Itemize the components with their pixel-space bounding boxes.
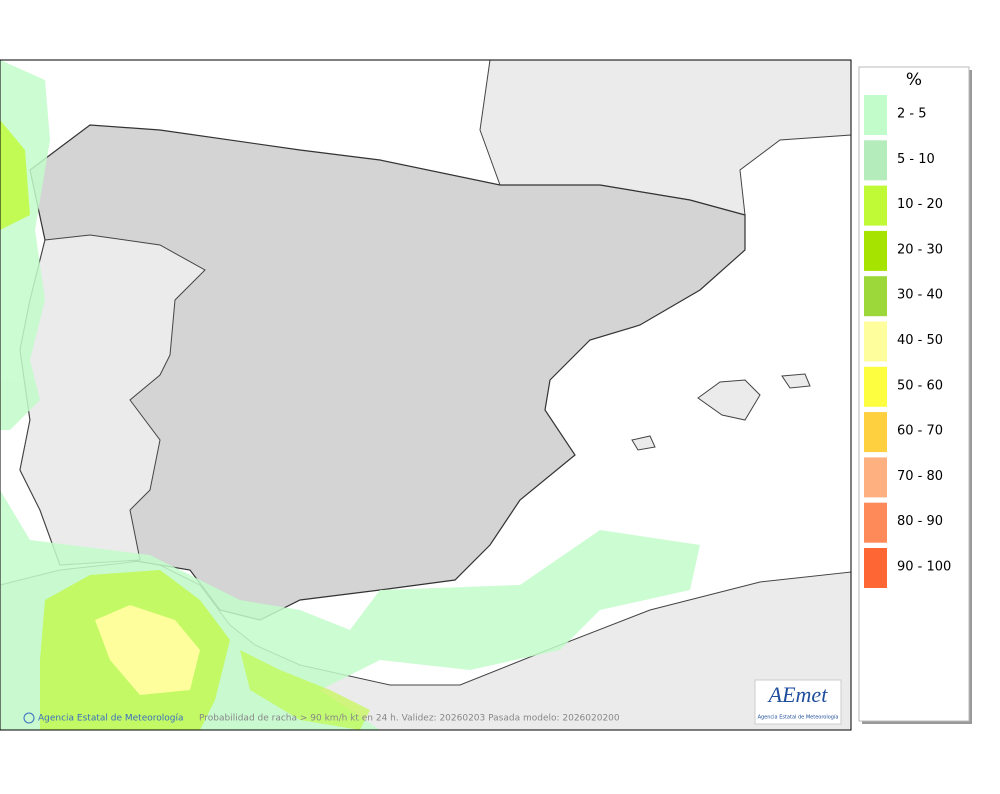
legend-swatch	[864, 140, 887, 181]
legend-swatch	[864, 185, 887, 226]
copyright-icon	[23, 712, 35, 724]
legend-label: 90 - 100	[897, 560, 951, 575]
legend-swatch	[864, 366, 887, 407]
logo-subtitle: Agencia Estatal de Meteorología	[758, 714, 839, 721]
legend-label: 40 - 50	[897, 333, 943, 348]
legend-swatch	[864, 457, 887, 498]
legend-title: %	[906, 70, 922, 90]
legend: % 2 - 5 5 - 10 10 - 20 20 - 30 30 - 40 40 - 5…	[858, 66, 972, 724]
legend-swatch	[864, 230, 887, 271]
legend-label: 20 - 30	[897, 242, 943, 257]
menorca	[781, 373, 811, 389]
legend-label: 5 - 10	[897, 152, 935, 167]
legend-label: 2 - 5	[897, 107, 927, 122]
legend-label: 80 - 90	[897, 514, 943, 529]
legend-swatch	[864, 321, 887, 362]
legend-swatch	[864, 548, 887, 588]
legend-label: 70 - 80	[897, 469, 943, 484]
map: Agencia Estatal de Meteorología Probabil…	[0, 59, 852, 731]
probability-core	[0, 120, 370, 730]
mallorca	[697, 379, 761, 421]
legend-swatch	[864, 502, 887, 543]
caption: Probabilidad de racha > 90 km/h kt en 24…	[199, 714, 620, 724]
legend-swatch	[864, 276, 887, 317]
legend-label: 10 - 20	[897, 197, 943, 212]
logo-box	[754, 679, 842, 725]
legend-label: 50 - 60	[897, 378, 943, 393]
portugal	[19, 234, 206, 566]
legend-label: 30 - 40	[897, 288, 943, 303]
map-frame	[0, 59, 852, 731]
ibiza	[631, 435, 656, 451]
legend-swatch	[864, 412, 887, 453]
credit: Agencia Estatal de Meteorología	[38, 714, 184, 724]
legend-swatch	[864, 95, 887, 135]
legend-label: 60 - 70	[897, 424, 943, 439]
logo: AEmet	[767, 682, 829, 707]
